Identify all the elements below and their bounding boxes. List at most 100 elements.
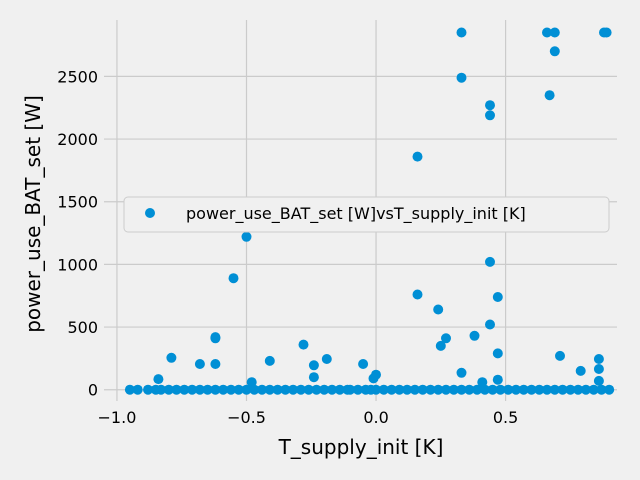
data-point: [303, 384, 314, 395]
legend-box: [123, 196, 610, 233]
data-point: [371, 384, 381, 395]
data-point: [132, 384, 143, 395]
data-point: [526, 384, 537, 395]
data-point: [464, 384, 475, 395]
data-point: [345, 384, 356, 395]
data-point: [210, 384, 221, 395]
data-point: [477, 377, 488, 388]
data-point: [272, 384, 283, 395]
data-point: [448, 384, 459, 395]
data-point: [492, 374, 503, 385]
data-point: [412, 151, 423, 162]
data-point: [425, 384, 436, 395]
data-point: [394, 384, 405, 395]
data-point: [472, 384, 483, 395]
data-point: [241, 384, 252, 395]
data-point: [311, 384, 322, 395]
data-point: [288, 384, 299, 395]
data-point: [456, 72, 467, 83]
data-point: [264, 384, 275, 395]
data-point: [202, 384, 213, 395]
data-point: [210, 333, 221, 344]
data-point: [280, 384, 291, 395]
data-point: [417, 384, 428, 395]
data-point: [534, 384, 545, 395]
data-point: [485, 100, 495, 111]
data-point: [378, 384, 389, 395]
data-point: [580, 384, 591, 395]
data-point: [469, 330, 480, 341]
data-point: [402, 384, 413, 395]
data-point: [187, 384, 198, 395]
data-point: [549, 384, 560, 395]
data-point: [599, 27, 609, 38]
data-point: [226, 384, 236, 395]
legend: power_use_BAT_set [W]vsT_supply_init [K]: [123, 196, 610, 233]
data-point: [495, 384, 506, 395]
data-point: [257, 384, 267, 395]
data-point: [143, 384, 153, 395]
data-point: [295, 384, 306, 395]
data-point: [565, 384, 576, 395]
data-point: [441, 384, 451, 395]
data-point: [298, 339, 309, 350]
data-point: [433, 384, 444, 395]
x-tick-labels: −1.0 −0.5 0.0 0.5: [98, 408, 519, 427]
data-point: [166, 352, 177, 363]
data-point: [487, 384, 498, 395]
data-point: [604, 384, 615, 395]
data-point: [503, 384, 514, 395]
data-point: [588, 384, 599, 395]
data-point: [479, 384, 490, 395]
data-point: [549, 27, 560, 38]
data-point: [492, 292, 503, 302]
x-tick-label: −0.5: [227, 408, 266, 427]
y-tick-label: 1000: [57, 255, 98, 274]
data-point: [327, 384, 337, 395]
data-point: [163, 384, 174, 395]
x-axis-label: T_supply_init [K]: [278, 435, 444, 459]
data-point: [557, 384, 568, 395]
data-point: [511, 384, 521, 395]
data-point: [542, 27, 552, 38]
data-point: [153, 374, 164, 385]
data-point: [156, 384, 166, 395]
data-point: [412, 289, 423, 300]
data-point: [233, 384, 244, 395]
data-point: [210, 359, 221, 369]
data-point: [321, 354, 332, 364]
data-point: [409, 384, 420, 395]
y-tick-label: 1500: [57, 193, 98, 212]
x-tick-label: −1.0: [98, 408, 137, 427]
data-point: [179, 384, 190, 395]
data-point: [249, 384, 260, 395]
data-point: [544, 90, 555, 101]
data-point: [485, 110, 495, 121]
data-point: [593, 375, 604, 386]
y-tick-label: 0: [88, 381, 98, 400]
data-point: [485, 256, 495, 267]
data-point: [264, 355, 275, 366]
data-point: [241, 231, 252, 242]
data-point: [549, 46, 560, 57]
legend-marker: [145, 208, 155, 218]
data-point: [334, 384, 345, 395]
data-point: [593, 364, 604, 374]
data-point: [518, 384, 529, 395]
y-axis-label: power_use_BAT_set [W]: [21, 95, 45, 333]
y-tick-labels: 0 500 1000 1500 2000 2500: [57, 67, 98, 399]
data-point: [194, 359, 205, 369]
data-point: [435, 340, 446, 351]
data-point: [386, 384, 397, 395]
x-tick-label: 0.5: [493, 408, 518, 427]
data-point: [456, 367, 467, 378]
data-point: [246, 377, 257, 388]
data-point: [555, 350, 565, 361]
data-point: [124, 384, 135, 395]
data-point: [368, 373, 379, 384]
data-point: [456, 27, 467, 38]
data-point: [319, 384, 330, 395]
data-point: [492, 348, 503, 359]
